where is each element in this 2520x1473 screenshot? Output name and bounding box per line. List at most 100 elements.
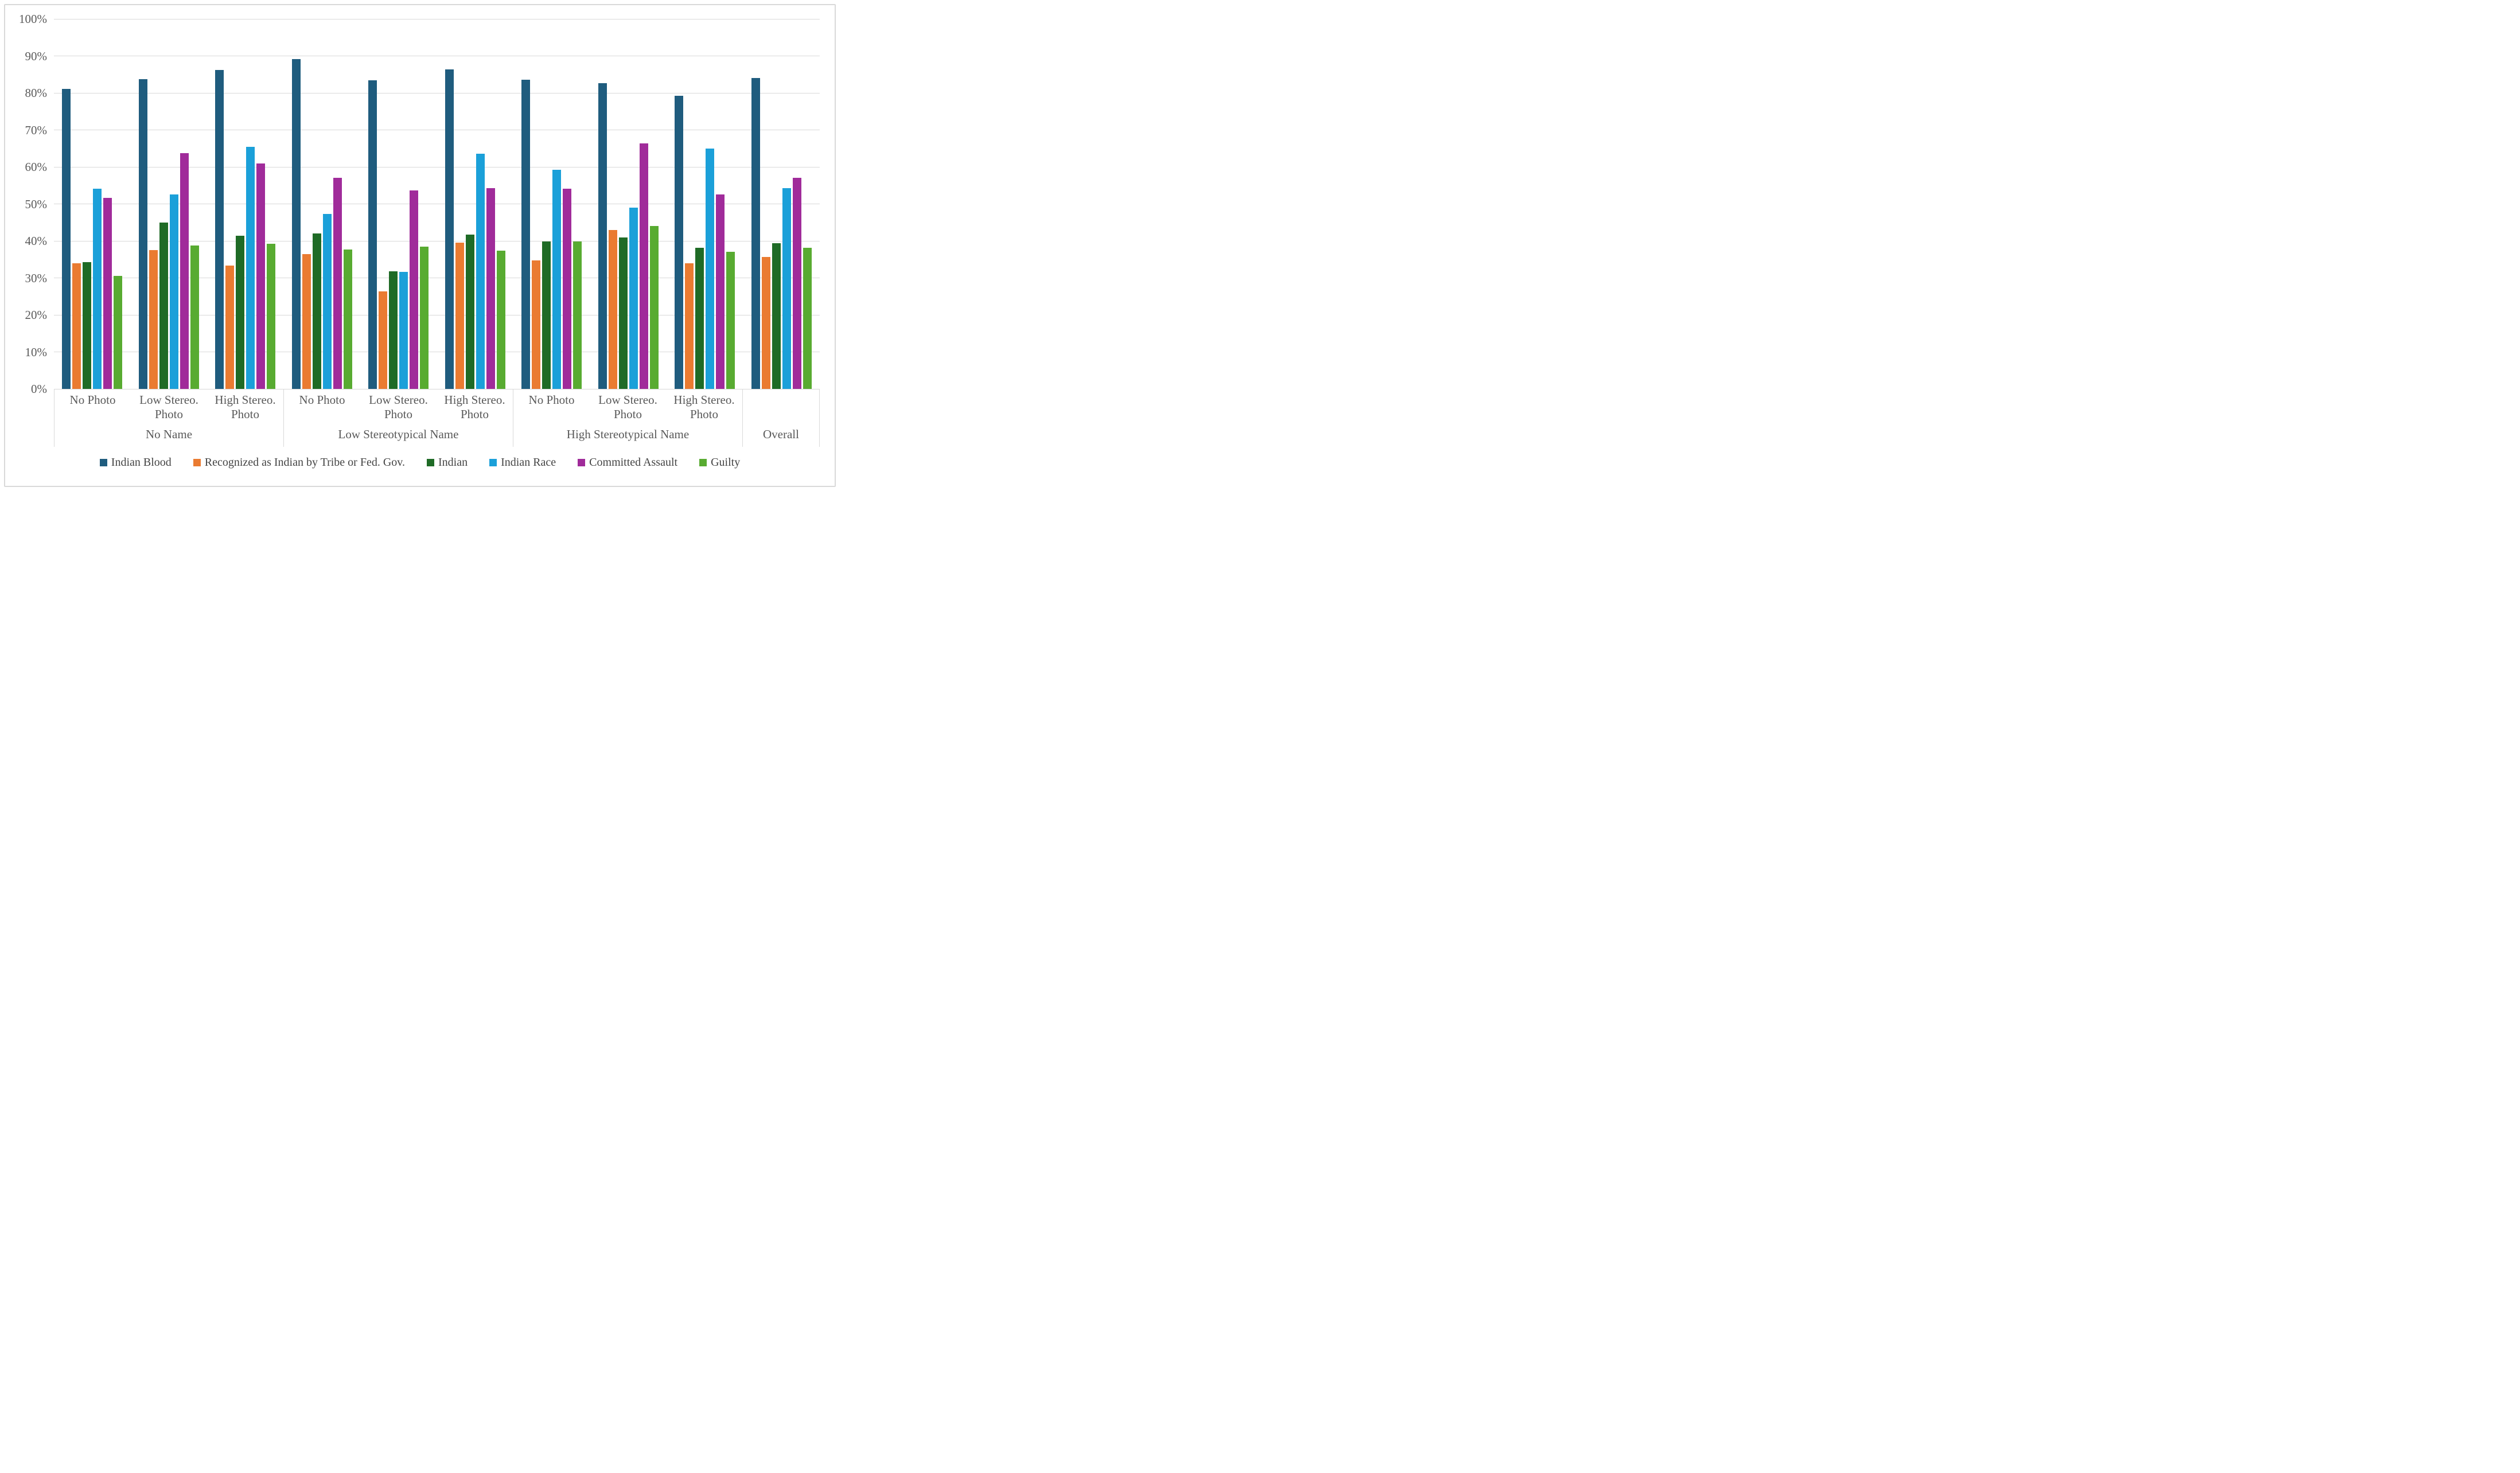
bar-recognized-as-indian-by-tribe-or-fed-gov (608, 230, 617, 389)
bar-indian-blood (521, 79, 531, 389)
name-group-label: High Stereotypical Name (566, 427, 690, 441)
bar-indian (542, 241, 551, 389)
y-axis-tick-label: 0% (31, 382, 47, 396)
y-axis-tick-label: 90% (25, 49, 48, 63)
legend-swatch (578, 459, 586, 466)
category-label: High Stereo. Photo (215, 393, 276, 421)
bar-group (54, 19, 131, 389)
bar-committed-assault (333, 178, 342, 389)
legend-item: Committed Assault (578, 456, 677, 469)
bar-indian-race (706, 148, 715, 389)
bar-committed-assault (792, 177, 801, 389)
bar-indian (389, 271, 398, 389)
bar-committed-assault (256, 163, 266, 389)
bar-indian-race (782, 188, 791, 389)
bar-indian-race (399, 271, 408, 389)
bar-guilty (726, 251, 735, 389)
bar-guilty (114, 275, 123, 389)
bar-recognized-as-indian-by-tribe-or-fed-gov (379, 291, 388, 389)
legend-item: Recognized as Indian by Tribe or Fed. Go… (193, 456, 405, 469)
bar-indian (772, 243, 781, 389)
bar-group (590, 19, 667, 389)
bar-recognized-as-indian-by-tribe-or-fed-gov (685, 263, 694, 389)
bar-indian-blood (62, 88, 71, 389)
bar-indian-race (552, 170, 562, 389)
bar-indian-blood (598, 83, 607, 389)
bar-group (667, 19, 743, 389)
legend-swatch (193, 459, 201, 466)
legend-label: Guilty (711, 456, 741, 469)
legend-label: Recognized as Indian by Tribe or Fed. Go… (204, 456, 405, 469)
bar-indian-race (93, 189, 102, 389)
bar-indian (236, 235, 245, 389)
bar-indian (159, 222, 168, 389)
legend: Indian Blood Recognized as Indian by Trib… (0, 456, 840, 469)
legend-label: Indian Blood (111, 456, 172, 469)
bar-group (360, 19, 437, 389)
legend-label: Indian Race (501, 456, 556, 469)
name-group-section: No Photo Low Stereo. Photo High Stereo. Ph… (54, 389, 284, 447)
bar-guilty (649, 226, 659, 389)
name-group-section: No Photo Low Stereo. Photo High Stereo. Ph… (513, 389, 743, 447)
y-axis-tick-label: 70% (25, 123, 48, 137)
category-label: Low Stereo. Photo (369, 393, 428, 421)
bar-committed-assault (103, 197, 112, 389)
category-label: High Stereo. Photo (444, 393, 505, 421)
legend-label: Indian (438, 456, 468, 469)
photo-label-row: No Photo Low Stereo. Photo High Stereo. Ph… (284, 389, 513, 427)
legend-swatch (99, 459, 107, 466)
legend-item: Guilty (699, 456, 740, 469)
bar-indian-race (629, 207, 638, 389)
bar-committed-assault (410, 190, 419, 389)
bar-recognized-as-indian-by-tribe-or-fed-gov (302, 254, 311, 389)
bar-indian-race (476, 154, 485, 389)
bar-indian (83, 262, 92, 389)
y-axis-tick-label: 30% (25, 271, 48, 285)
bar-guilty (267, 244, 276, 389)
name-group-section: Overall (743, 389, 820, 447)
legend-swatch (427, 459, 434, 466)
bar-recognized-as-indian-by-tribe-or-fed-gov (149, 250, 158, 389)
bar-indian-blood (675, 95, 684, 389)
photo-label-row (743, 389, 819, 427)
legend-item: Indian Blood (99, 456, 172, 469)
y-axis-tick-label: 10% (25, 345, 48, 359)
plot-area: 0% 10% 20% 30% 40% 50% 60% 70% 80% 90% 100% (19, 13, 820, 395)
bar-guilty (496, 250, 505, 389)
name-group-section: No Photo Low Stereo. Photo High Stereo. Ph… (284, 389, 513, 447)
bar-recognized-as-indian-by-tribe-or-fed-gov (455, 243, 464, 389)
bar-group (207, 19, 284, 389)
legend-label: Committed Assault (589, 456, 678, 469)
bar-indian-race (169, 194, 178, 389)
bar-recognized-as-indian-by-tribe-or-fed-gov (532, 260, 541, 389)
bar-committed-assault (639, 143, 648, 389)
category-label: No Photo (299, 393, 345, 407)
bar-committed-assault (563, 189, 572, 389)
legend-item: Indian (427, 456, 468, 469)
y-axis-tick-label: 60% (25, 160, 48, 174)
y-axis-tick-label: 50% (25, 197, 48, 211)
bar-group (131, 19, 208, 389)
y-axis-tick-label: 80% (25, 86, 48, 100)
bar-indian-blood (751, 78, 760, 389)
bar-indian (465, 235, 474, 389)
bar-recognized-as-indian-by-tribe-or-fed-gov (761, 257, 770, 389)
bar-committed-assault (716, 194, 725, 389)
bar-group (743, 19, 820, 389)
bar-group (284, 19, 361, 389)
bar-group (513, 19, 590, 389)
grouped-bar-chart: 0% 10% 20% 30% 40% 50% 60% 70% 80% 90% 100% No Pho… (0, 0, 840, 491)
bar-indian-race (322, 213, 332, 389)
bar-group (437, 19, 514, 389)
name-group-label: Low Stereotypical Name (338, 427, 459, 441)
bar-indian-race (246, 147, 255, 389)
y-axis-tick-label: 100% (19, 12, 47, 26)
bars-row (54, 19, 820, 389)
bar-indian (312, 233, 321, 389)
bar-guilty (573, 241, 582, 389)
bar-recognized-as-indian-by-tribe-or-fed-gov (72, 263, 81, 389)
category-label: Low Stereo. Photo (139, 393, 198, 421)
bar-indian-blood (445, 69, 454, 389)
photo-label-row: No Photo Low Stereo. Photo High Stereo. Ph… (513, 389, 742, 427)
bar-guilty (343, 249, 352, 389)
